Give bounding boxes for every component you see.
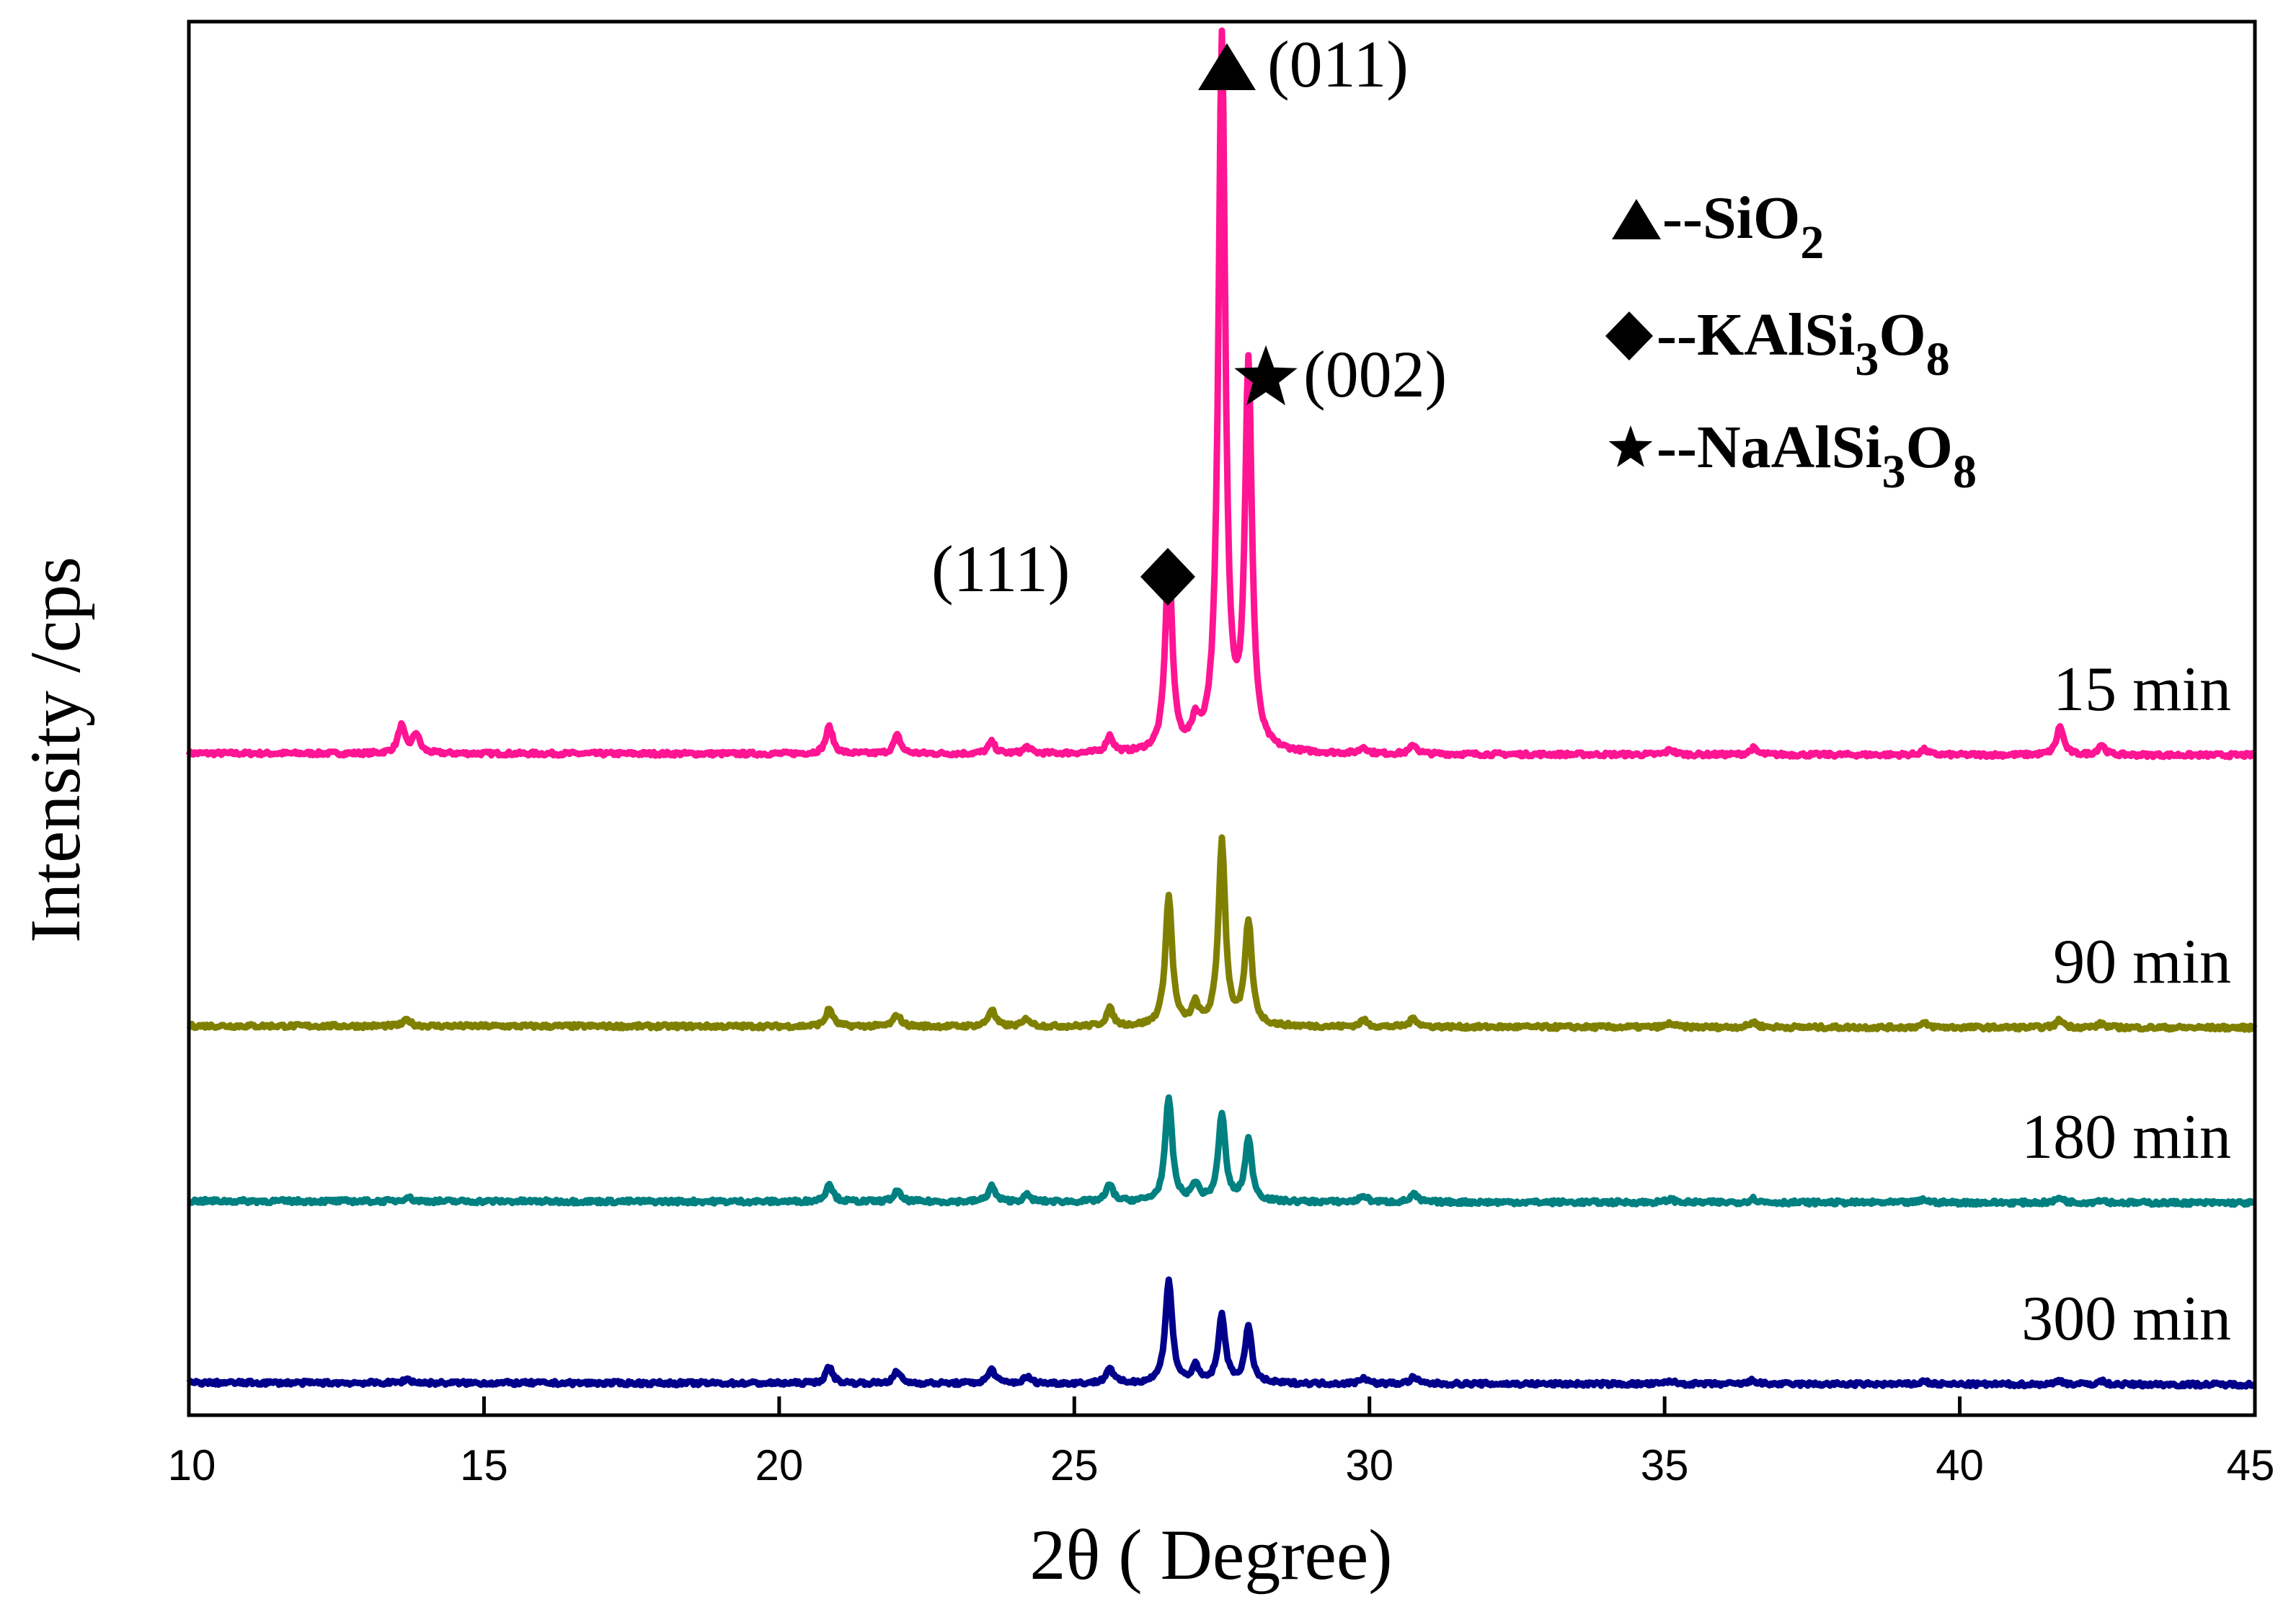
annotation-label-011: (011) xyxy=(1267,27,1409,101)
x-tick-label-20: 20 xyxy=(755,1441,803,1489)
series-label-300-min: 300 min xyxy=(2021,1284,2231,1354)
x-tick-label-45: 45 xyxy=(2227,1441,2275,1489)
series-line-90-min xyxy=(186,834,2258,1033)
series-layer xyxy=(185,27,2258,1390)
x-tick-label-35: 35 xyxy=(1641,1441,1689,1489)
plot-frame xyxy=(187,19,2257,1417)
legend: --SiO2 --KAlSi3O8 --NaAlSi3O8 xyxy=(1605,185,1977,498)
series-line-300-min xyxy=(186,1276,2257,1390)
legend-text-sio2: --SiO2 xyxy=(1662,185,1824,269)
star-legend-icon xyxy=(1608,425,1653,467)
y-axis-title: Intensity /cps xyxy=(15,557,95,943)
legend-entry-naalsi3o8: --NaAlSi3O8 xyxy=(1608,414,1977,498)
series-label-180-min: 180 min xyxy=(2021,1102,2231,1172)
legend-entry-sio2: --SiO2 xyxy=(1612,185,1824,269)
series-label-15-min: 15 min xyxy=(2053,655,2231,725)
triangle-marker-icon xyxy=(1198,43,1256,90)
annotation-111: (111) xyxy=(931,532,1195,606)
annotation-011: (011) xyxy=(1198,27,1409,101)
annotation-002: (002) xyxy=(1234,337,1447,411)
legend-text-kalsi3o8: --KAlSi3O8 xyxy=(1657,301,1950,386)
x-tick-label-30: 30 xyxy=(1345,1441,1393,1489)
series-line-180-min xyxy=(186,1094,2257,1208)
annotation-label-002: (002) xyxy=(1303,337,1447,411)
series-line-15-min xyxy=(185,27,2257,761)
x-tick-label-15: 15 xyxy=(460,1441,508,1489)
diamond-legend-icon xyxy=(1605,311,1653,360)
series-labels: 15 min 90 min 180 min 300 min xyxy=(2021,655,2231,1354)
triangle-legend-icon xyxy=(1612,199,1661,239)
series-label-90-min: 90 min xyxy=(2053,927,2231,997)
diamond-marker-icon xyxy=(1140,548,1195,606)
annotation-label-111: (111) xyxy=(931,532,1070,606)
x-tick-label-10: 10 xyxy=(168,1441,216,1489)
legend-text-naalsi3o8: --NaAlSi3O8 xyxy=(1657,414,1977,498)
legend-entry-kalsi3o8: --KAlSi3O8 xyxy=(1605,301,1950,386)
x-tick-label-25: 25 xyxy=(1050,1441,1099,1489)
x-axis-title: 2θ ( Degree) xyxy=(1029,1515,1392,1595)
star-marker-icon xyxy=(1234,345,1298,406)
x-tick-label-40: 40 xyxy=(1936,1441,1984,1489)
x-axis-ticks: 10 15 20 25 30 35 40 45 xyxy=(168,1396,2275,1489)
